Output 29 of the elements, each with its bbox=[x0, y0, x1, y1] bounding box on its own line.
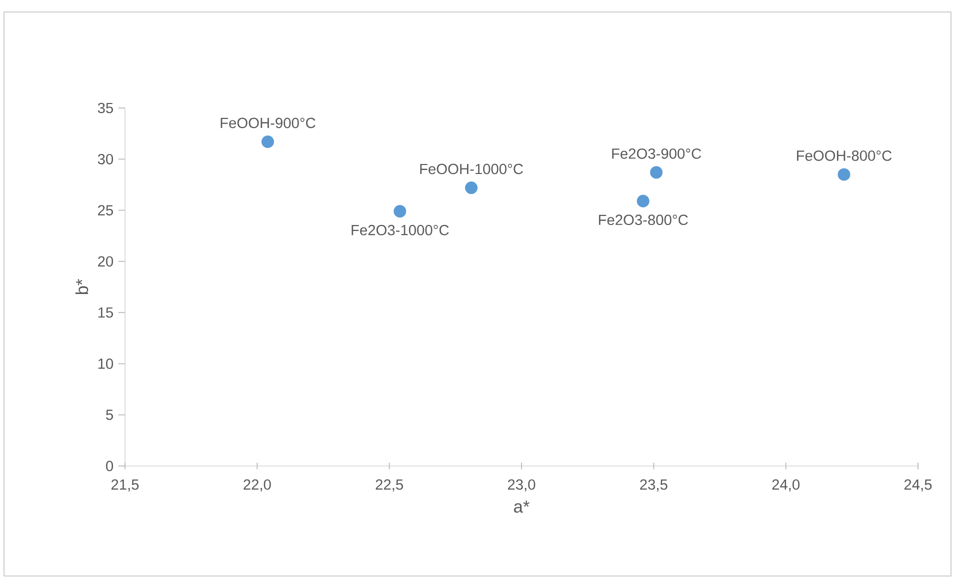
x-axis-title: a* bbox=[514, 500, 530, 513]
x-tick-label: 22,0 bbox=[244, 479, 271, 492]
x-tick-label: 23,5 bbox=[640, 479, 668, 492]
y-tick-label: 5 bbox=[106, 410, 114, 420]
y-tick-label: 35 bbox=[98, 102, 113, 114]
x-tick-label: 21,5 bbox=[111, 479, 139, 492]
y-tick-label: 15 bbox=[98, 307, 113, 318]
x-tick-label: 22,5 bbox=[376, 479, 403, 492]
annotation: FeOOH-800°C bbox=[797, 150, 892, 161]
annotation: Fe2O3-900°C bbox=[612, 148, 702, 159]
annotation: Fe2O3-800°C bbox=[598, 214, 688, 226]
x-tick-label: 23,0 bbox=[508, 479, 536, 492]
point bbox=[465, 182, 478, 194]
point bbox=[261, 135, 274, 148]
annotation: FeOOH-1000°C bbox=[420, 164, 523, 174]
point bbox=[394, 205, 406, 218]
y-tick-label: 0 bbox=[106, 460, 114, 472]
y-tick-label: 10 bbox=[98, 358, 114, 369]
annotation: FeOOH-900°C bbox=[220, 118, 316, 128]
point bbox=[838, 168, 850, 181]
x-tick-label: 24,0 bbox=[772, 479, 800, 492]
x-tick-label: 24,5 bbox=[904, 479, 932, 492]
y-tick-label: 30 bbox=[98, 154, 114, 164]
point bbox=[650, 166, 663, 179]
point bbox=[636, 194, 650, 208]
y-axis-title: b* bbox=[75, 279, 88, 294]
annotation: Fe2O3-1000°C bbox=[352, 224, 449, 236]
y-tick-label: 25 bbox=[98, 205, 113, 216]
y-tick-label: 20 bbox=[98, 256, 114, 267]
